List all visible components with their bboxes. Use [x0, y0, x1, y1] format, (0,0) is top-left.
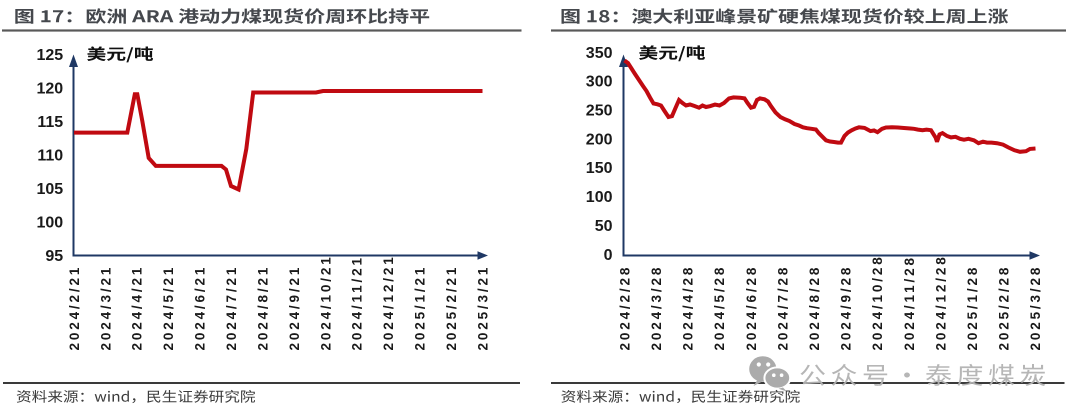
svg-text:2024/7/21: 2024/7/21: [224, 265, 239, 351]
svg-text:2025/3/28: 2025/3/28: [1028, 265, 1043, 351]
svg-text:150: 150: [586, 160, 613, 177]
svg-text:115: 115: [37, 114, 63, 131]
svg-text:200: 200: [586, 131, 613, 148]
svg-text:2024/2/28: 2024/2/28: [617, 265, 632, 351]
svg-text:0: 0: [604, 247, 613, 264]
svg-text:2025/2/21: 2025/2/21: [444, 265, 459, 351]
svg-text:2025/3/21: 2025/3/21: [475, 265, 490, 351]
svg-text:2024/6/28: 2024/6/28: [744, 265, 759, 351]
svg-text:2024/7/28: 2024/7/28: [775, 265, 790, 351]
svg-text:2024/5/21: 2024/5/21: [161, 265, 176, 351]
svg-text:50: 50: [595, 218, 613, 235]
svg-text:2025/1/28: 2025/1/28: [965, 265, 980, 351]
svg-text:2024/3/28: 2024/3/28: [649, 265, 664, 351]
svg-text:105: 105: [36, 181, 63, 198]
svg-text:2024/9/21: 2024/9/21: [287, 265, 302, 351]
svg-text:2025/2/28: 2025/2/28: [997, 265, 1012, 351]
svg-text:2024/3/21: 2024/3/21: [98, 265, 113, 351]
svg-text:2024/5/28: 2024/5/28: [712, 265, 727, 351]
svg-text:100: 100: [586, 189, 613, 206]
svg-text:250: 250: [586, 103, 613, 120]
svg-text:2024/6/21: 2024/6/21: [193, 265, 208, 351]
svg-text:2024/4/28: 2024/4/28: [681, 265, 696, 351]
svg-text:2024/11/28: 2024/11/28: [902, 255, 917, 350]
svg-text:2024/12/28: 2024/12/28: [933, 254, 948, 350]
svg-text:350: 350: [586, 45, 613, 62]
svg-text:2024/10/28: 2024/10/28: [870, 254, 885, 350]
svg-text:110: 110: [37, 148, 63, 165]
svg-text:100: 100: [36, 215, 63, 232]
svg-text:2024/11/21: 2024/11/21: [350, 255, 365, 350]
svg-text:120: 120: [36, 81, 63, 98]
svg-text:125: 125: [36, 47, 63, 64]
svg-text:2024/2/21: 2024/2/21: [67, 265, 82, 351]
svg-text:2024/8/28: 2024/8/28: [807, 265, 822, 351]
svg-text:2024/4/21: 2024/4/21: [130, 265, 145, 351]
svg-text:2024/12/21: 2024/12/21: [381, 254, 396, 350]
svg-text:2024/9/28: 2024/9/28: [839, 265, 854, 351]
svg-text:95: 95: [45, 248, 63, 265]
svg-text:300: 300: [586, 74, 613, 91]
svg-text:2024/10/21: 2024/10/21: [318, 254, 333, 350]
svg-text:2025/1/21: 2025/1/21: [413, 265, 428, 351]
svg-text:2024/8/21: 2024/8/21: [255, 265, 270, 351]
